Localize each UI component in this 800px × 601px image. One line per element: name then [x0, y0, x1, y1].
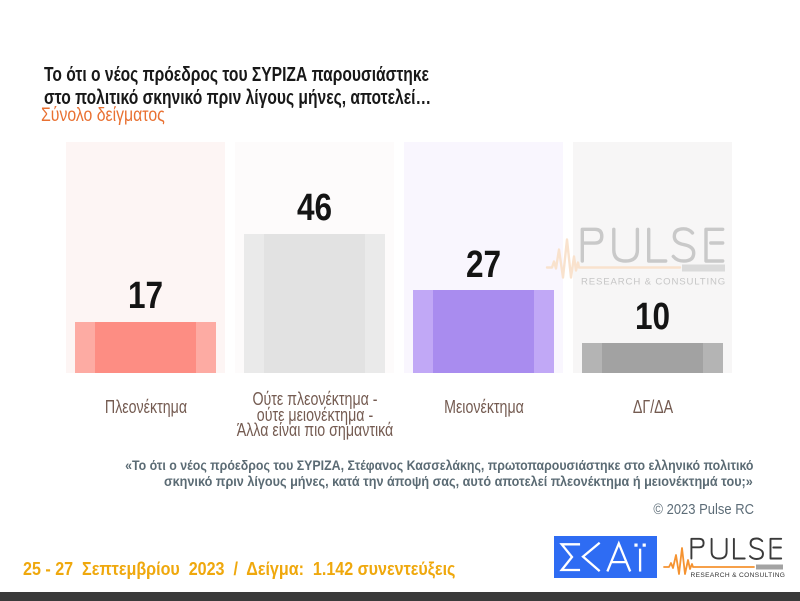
svg-text:RESEARCH & CONSULTING: RESEARCH & CONSULTING	[691, 572, 786, 578]
svg-text:RESEARCH & CONSULTING: RESEARCH & CONSULTING	[581, 277, 726, 288]
